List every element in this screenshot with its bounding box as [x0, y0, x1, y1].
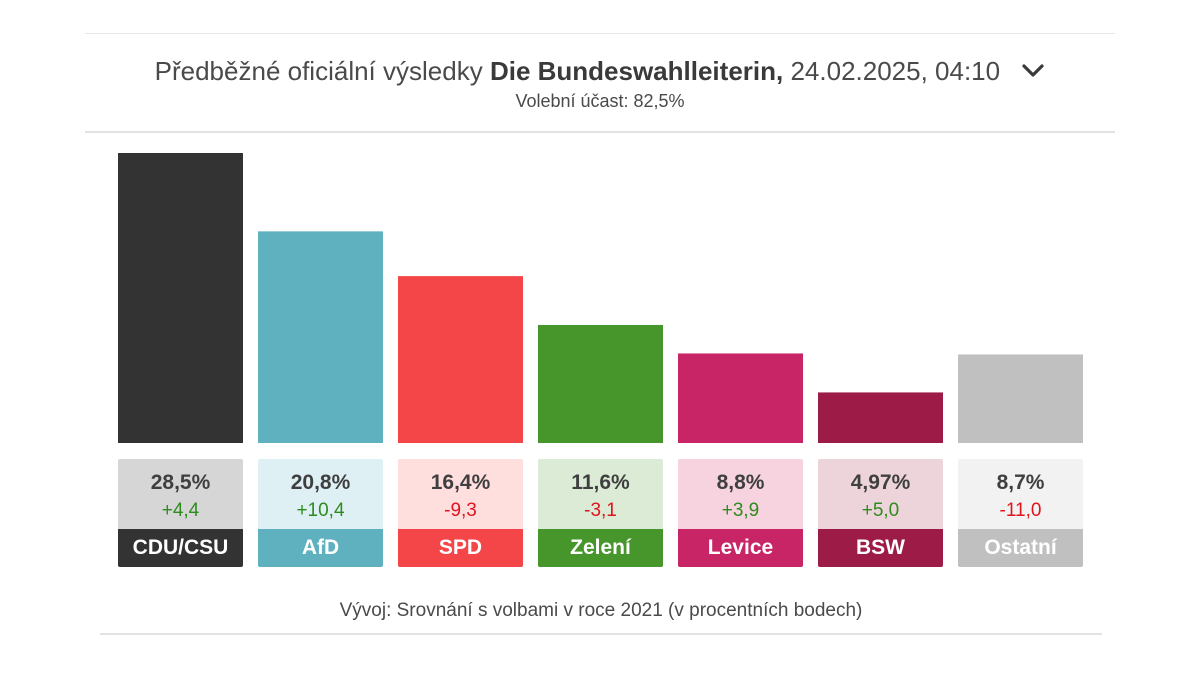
bar-bsw [818, 392, 943, 443]
value-label: 16,4% [430, 471, 491, 494]
value-label: 8,8% [716, 471, 765, 494]
panel-values: 11,6% -3,1 [538, 459, 663, 529]
panel-values: 20,8% +10,4 [258, 459, 383, 529]
bar-cdu-csu [118, 153, 243, 443]
bar-levice [678, 353, 803, 443]
party-label: SPD [398, 529, 523, 567]
panel-cdu-csu: 28,5% +4,4 CDU/CSU [118, 459, 243, 567]
change-label: -3,1 [584, 500, 617, 521]
party-label: CDU/CSU [118, 529, 243, 567]
change-label: -11,0 [999, 500, 1042, 521]
party-label: Ostatní [958, 529, 1083, 567]
change-label: +3,9 [721, 500, 760, 521]
panel-values: 16,4% -9,3 [398, 459, 523, 529]
bar-afd [258, 231, 383, 443]
party-label: Zelení [538, 529, 663, 567]
title-source: Die Bundeswahlleiterin, [489, 56, 784, 86]
change-label: +5,0 [861, 500, 900, 521]
panel-afd: 20,8% +10,4 AfD [258, 459, 383, 567]
bottom-divider [100, 633, 1102, 635]
party-label: AfD [258, 529, 383, 567]
panel-zeleni: 11,6% -3,1 Zelení [538, 459, 663, 567]
bar-spd [398, 276, 523, 443]
party-label: Levice [678, 529, 803, 567]
change-label: +4,4 [161, 500, 200, 521]
panel-values: 4,97% +5,0 [818, 459, 943, 529]
turnout-subtitle: Volební účast: 82,5% [515, 91, 685, 112]
panel-values: 8,8% +3,9 [678, 459, 803, 529]
panel-levice: 8,8% +3,9 Levice [678, 459, 803, 567]
chart-header: Předběžné oficiální výsledky Die Bundesw… [85, 55, 1115, 113]
panel-values: 8,7% -11,0 [958, 459, 1083, 529]
party-label: BSW [818, 529, 943, 567]
value-label: 11,6% [571, 471, 630, 494]
value-label: 8,7% [996, 471, 1045, 494]
panel-bsw: 4,97% +5,0 BSW [818, 459, 943, 567]
value-label: 20,8% [290, 471, 351, 494]
title-date: 24.02.2025, 04:10 [790, 56, 1001, 86]
change-label: -9,3 [444, 500, 477, 521]
bar-chart [118, 153, 1083, 443]
bar-zeleni [538, 324, 663, 443]
bar-ostatni [958, 354, 1083, 443]
chart-title: Předběžné oficiální výsledky Die Bundesw… [85, 55, 1115, 89]
value-label: 28,5% [150, 471, 211, 494]
change-label: +10,4 [296, 500, 345, 521]
panel-ostatni: 8,7% -11,0 Ostatní [958, 459, 1083, 567]
title-prefix: Předběžné oficiální výsledky [154, 56, 483, 86]
header-divider [85, 131, 1115, 133]
panel-spd: 16,4% -9,3 SPD [398, 459, 523, 567]
value-label: 4,97% [850, 471, 911, 494]
chevron-down-icon[interactable] [1021, 54, 1045, 86]
footnote: Vývoj: Srovnání s volbami v roce 2021 (v… [339, 600, 863, 621]
top-divider [85, 33, 1115, 34]
panel-values: 28,5% +4,4 [118, 459, 243, 529]
